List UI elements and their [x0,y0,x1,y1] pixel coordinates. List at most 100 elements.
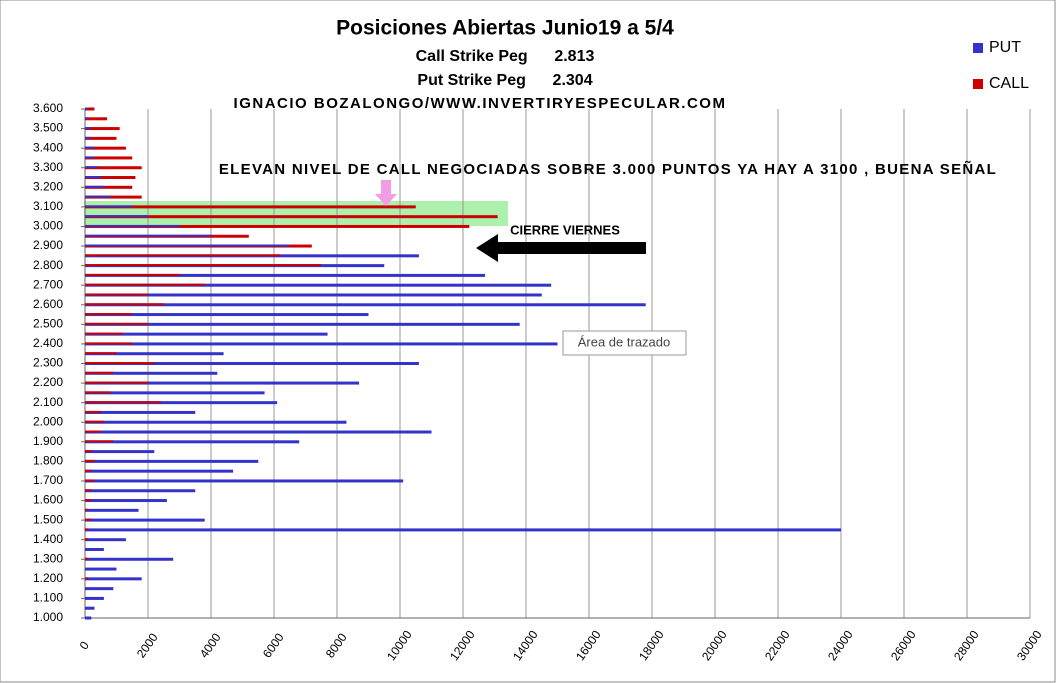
bar [85,450,92,453]
y-tick-label: 2.400 [33,336,63,350]
bar [85,332,123,335]
legend: PUT CALL [973,39,1029,92]
bar [85,450,155,454]
bar [85,136,92,139]
bar [85,489,92,492]
bar [85,479,404,483]
bar [85,518,92,521]
y-tick-label: 2.700 [33,277,63,291]
bar [85,508,89,511]
chart-title: Posiciones Abiertas Junio19 a 5/4 [336,17,674,40]
bar [85,117,108,121]
annotation: Call Strike Peg 2.813 [416,48,595,65]
bar [85,381,360,385]
y-tick-label: 3.600 [33,101,63,115]
bar [85,577,142,581]
bar [85,195,111,198]
bar [85,371,218,375]
bar [85,293,148,296]
bar [85,616,92,620]
bar [85,215,498,219]
bar [85,401,278,405]
bar [85,156,95,159]
bar [85,127,120,131]
bar [85,538,126,542]
bar [85,332,328,336]
y-tick-label: 3.000 [33,219,63,233]
bar [85,166,142,170]
y-tick-label: 1.000 [33,610,63,624]
bar [85,254,281,257]
bar [85,499,92,502]
bar [85,606,95,610]
bar [85,117,89,120]
y-tick-label: 3.300 [33,160,63,174]
tooltip-text: Área de trazado [578,334,671,349]
annotation: Put Strike Peg 2.304 [417,72,592,89]
bar [85,293,542,297]
y-tick-label: 1.700 [33,473,63,487]
y-tick-label: 2.500 [33,317,63,331]
bar [85,205,133,208]
bar [85,136,117,140]
bar [85,273,180,276]
bar [85,547,104,551]
bar [85,528,89,531]
bar [85,567,117,571]
bar [85,430,432,434]
bar [85,489,196,493]
bar [85,195,142,199]
bar [85,420,347,424]
bar [85,459,95,462]
y-tick-label: 1.500 [33,512,63,526]
y-tick-label: 2.000 [33,414,63,428]
y-tick-label: 1.300 [33,551,63,565]
y-tick-label: 1.600 [33,493,63,507]
bar [85,224,180,227]
bar [85,185,133,189]
y-tick-label: 3.200 [33,179,63,193]
y-tick-label: 1.400 [33,532,63,546]
bar [85,538,89,541]
annotation: IGNACIO BOZALONGO/WWW.INVERTIRYESPECULAR… [234,95,727,112]
y-tick-label: 3.100 [33,199,63,213]
bar [85,469,92,472]
bar [85,205,416,209]
bar [85,391,111,394]
bar [85,244,290,247]
annotation: CIERRE VIERNES [510,222,620,237]
bar [85,156,133,160]
bar [85,401,161,404]
y-tick-label: 1.900 [33,434,63,448]
annotation: ELEVAN NIVEL DE CALL NEGOCIADAS SOBRE 3.… [219,160,997,178]
bar [85,303,164,306]
bar [85,596,104,600]
bar [85,459,259,463]
y-tick-label: 2.600 [33,297,63,311]
legend-swatch [973,79,983,89]
bar [85,303,646,307]
bar [85,499,167,503]
bar [85,557,174,561]
legend-swatch [973,43,983,53]
bar [85,518,205,522]
y-tick-label: 2.100 [33,395,63,409]
bar [85,410,101,413]
bar [85,234,211,237]
bar [85,528,841,532]
y-tick-label: 2.200 [33,375,63,389]
bar [85,264,322,267]
y-tick-label: 2.300 [33,356,63,370]
bar [85,127,92,130]
pink-arrow [375,180,397,206]
bar [85,146,126,150]
legend-label: PUT [989,39,1021,56]
bar [85,176,136,180]
bar [85,283,552,287]
bar [85,371,114,374]
bar [85,352,224,356]
bar [85,283,205,286]
bar [85,557,89,560]
